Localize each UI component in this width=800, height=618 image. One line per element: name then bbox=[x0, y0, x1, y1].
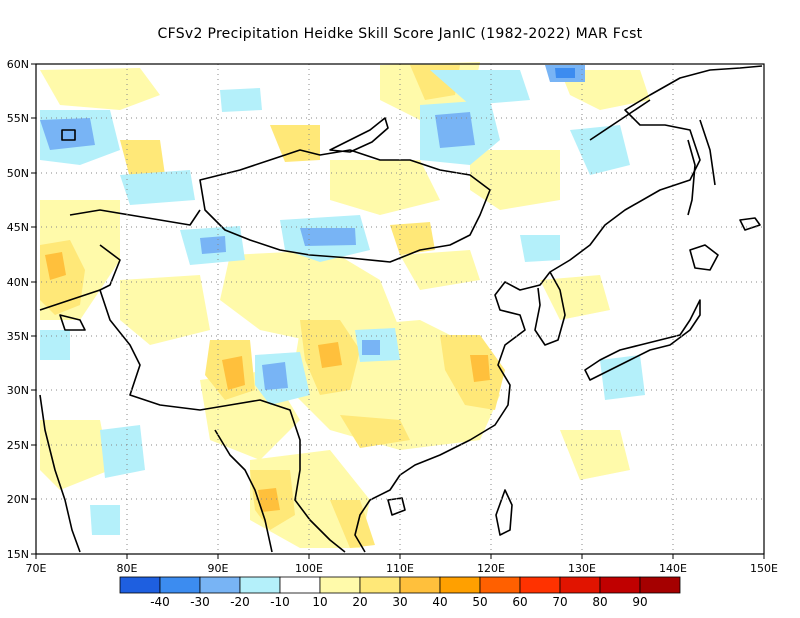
colorbar-swatch bbox=[639, 576, 681, 594]
lat-tick-label: 30N bbox=[7, 384, 29, 397]
colorbar-swatch bbox=[119, 576, 161, 594]
colorbar-swatch bbox=[519, 576, 561, 594]
lat-tick-label: 60N bbox=[7, 58, 29, 71]
lat-tick-label: 50N bbox=[7, 167, 29, 180]
colorbar-label: -30 bbox=[190, 595, 210, 609]
colorbar-label: 80 bbox=[592, 595, 607, 609]
colorbar-label: 70 bbox=[552, 595, 567, 609]
colorbar-swatch bbox=[399, 576, 441, 594]
lat-tick-label: 25N bbox=[7, 439, 29, 452]
colorbar-label: 40 bbox=[432, 595, 447, 609]
lon-tick-label: 140E bbox=[659, 562, 687, 575]
lat-tick-label: 35N bbox=[7, 330, 29, 343]
colorbar-label: -20 bbox=[230, 595, 250, 609]
lon-tick-label: 150E bbox=[750, 562, 778, 575]
lat-tick-label: 40N bbox=[7, 276, 29, 289]
colorbar-label: 50 bbox=[472, 595, 487, 609]
colorbar-swatch bbox=[199, 576, 241, 594]
lon-tick-label: 90E bbox=[208, 562, 229, 575]
colorbar-label: 30 bbox=[392, 595, 407, 609]
colorbar-label: 10 bbox=[312, 595, 327, 609]
colorbar-swatch bbox=[239, 576, 281, 594]
colorbar-label: 90 bbox=[632, 595, 647, 609]
lon-tick-label: 120E bbox=[477, 562, 505, 575]
skill-field bbox=[40, 62, 650, 548]
coastline-borders bbox=[39, 65, 763, 553]
map-title: CFSv2 Precipitation Heidke Skill Score J… bbox=[157, 26, 643, 42]
lat-tick-label: 15N bbox=[7, 548, 29, 561]
lon-tick-label: 70E bbox=[26, 562, 47, 575]
tick-marks bbox=[31, 63, 765, 559]
colorbar-label: 20 bbox=[352, 595, 367, 609]
colorbar-swatch bbox=[159, 576, 201, 594]
lon-tick-label: 110E bbox=[386, 562, 414, 575]
colorbar-swatch bbox=[319, 576, 361, 594]
lat-tick-label: 20N bbox=[7, 493, 29, 506]
colorbar-swatch bbox=[359, 576, 401, 594]
lon-tick-label: 80E bbox=[117, 562, 138, 575]
lat-tick-label: 45N bbox=[7, 221, 29, 234]
colorbar-label: 60 bbox=[512, 595, 527, 609]
lon-tick-label: 100E bbox=[295, 562, 323, 575]
colorbar-label: -40 bbox=[150, 595, 170, 609]
colorbar-swatch bbox=[559, 576, 601, 594]
lat-tick-label: 55N bbox=[7, 112, 29, 125]
colorbar-swatch bbox=[479, 576, 521, 594]
colorbar-swatch bbox=[599, 576, 641, 594]
lat-lon-grid bbox=[36, 64, 764, 554]
lon-tick-label: 130E bbox=[568, 562, 596, 575]
colorbar-swatch bbox=[439, 576, 481, 594]
colorbar: -40 -30 -20 -10 10 20 30 40 50 60 70 80 90 bbox=[119, 576, 681, 609]
colorbar-label: -10 bbox=[270, 595, 290, 609]
colorbar-swatch bbox=[279, 576, 321, 594]
